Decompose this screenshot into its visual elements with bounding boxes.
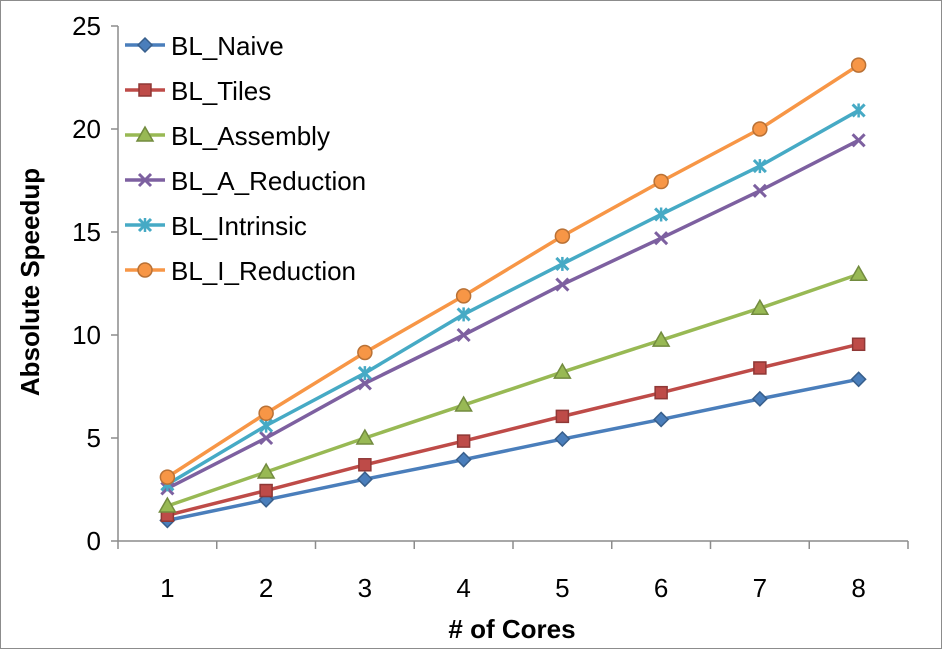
series-bl-a-reduction [160, 133, 866, 496]
data-point-bl-a-reduction [654, 231, 669, 246]
data-point-bl-naive [751, 390, 768, 407]
data-point-bl-intrinsic [752, 159, 767, 174]
data-point-bl-a-reduction [851, 133, 866, 148]
data-point-bl-intrinsic [357, 366, 372, 381]
series-line-bl-a-reduction [166, 138, 860, 491]
x-tick-label: 3 [358, 573, 372, 603]
data-point-bl-assembly [454, 395, 473, 412]
series-line-bl-intrinsic [166, 108, 860, 486]
legend-item-bl-naive: BL_Naive [125, 31, 284, 61]
data-point-bl-i-reduction [357, 344, 373, 361]
legend-label: BL_Tiles [171, 76, 271, 106]
data-point-bl-naive [455, 451, 472, 468]
y-tick-label: 20 [72, 114, 101, 144]
data-point-bl-i-reduction [850, 57, 867, 73]
data-point-bl-a-reduction [259, 430, 274, 446]
data-point-bl-intrinsic [456, 307, 471, 322]
legend: BL_Naive BL_Tiles BL_Assembly BL_A_Reductio… [125, 31, 366, 286]
data-point-bl-assembly [256, 462, 276, 479]
data-point-bl-tiles [358, 458, 372, 472]
data-point-bl-assembly [158, 496, 177, 513]
y-axis-title: Absolute Speedup [15, 168, 45, 396]
legend-label: BL_Intrinsic [171, 211, 307, 241]
series-line-bl-assembly [166, 272, 860, 508]
data-point-bl-i-reduction [554, 228, 571, 244]
series-bl-tiles [160, 337, 866, 522]
data-point-bl-a-reduction [555, 277, 570, 292]
data-point-bl-tiles [456, 434, 471, 448]
legend-label: BL_I_Reduction [171, 256, 356, 286]
data-point-bl-tiles [259, 483, 273, 498]
data-point-bl-naive [850, 371, 867, 388]
series-layer [158, 57, 868, 529]
data-point-bl-intrinsic [555, 256, 570, 271]
data-point-bl-naive [554, 430, 571, 448]
data-point-bl-assembly [849, 264, 868, 281]
legend-label: BL_Naive [171, 31, 284, 61]
axes: 0 5 10 15 20 25 1 2 3 4 5 6 7 8 [72, 11, 909, 603]
x-axis-title: # of Cores [448, 614, 575, 644]
data-point-bl-tiles [555, 409, 570, 424]
x-tick-label: 5 [555, 573, 569, 603]
data-point-bl-i-reduction [752, 121, 768, 137]
data-point-bl-i-reduction [159, 469, 176, 485]
legend-swatch-marker [135, 125, 155, 142]
series-line-bl-naive [167, 377, 859, 523]
y-tick-label: 25 [72, 11, 101, 41]
y-tick-label: 10 [72, 320, 101, 350]
y-tick-label: 5 [87, 423, 101, 453]
legend-label: BL_A_Reduction [171, 166, 366, 196]
x-tick-label: 1 [160, 573, 174, 603]
y-tick-label: 15 [72, 217, 101, 247]
data-point-bl-naive [356, 471, 373, 488]
legend-swatch-marker [136, 36, 154, 54]
data-point-bl-intrinsic [851, 103, 866, 118]
data-point-bl-i-reduction [258, 405, 274, 422]
x-tick-label: 6 [654, 573, 668, 603]
data-point-bl-assembly [750, 298, 770, 315]
legend-item-bl-i-reduction: BL_I_Reduction [125, 256, 356, 286]
series-bl-intrinsic [160, 103, 866, 492]
data-point-bl-a-reduction [357, 376, 372, 391]
data-point-bl-naive [653, 411, 670, 428]
legend-item-bl-tiles: BL_Tiles [125, 76, 271, 106]
series-line-bl-i-reduction [166, 63, 860, 479]
legend-item-bl-a-reduction: BL_A_Reduction [125, 166, 366, 196]
series-line-bl-tiles [166, 342, 860, 517]
data-point-bl-i-reduction [455, 288, 472, 304]
x-tick-label: 8 [851, 573, 865, 603]
x-tick-label: 2 [259, 573, 273, 603]
data-point-bl-assembly [651, 330, 671, 347]
legend-swatch-marker [137, 172, 153, 188]
data-point-bl-tiles [851, 337, 866, 352]
data-point-bl-tiles [753, 361, 767, 375]
x-tick-label: 7 [753, 573, 767, 603]
legend-label: BL_Assembly [171, 121, 330, 151]
data-point-bl-assembly [553, 362, 572, 379]
data-point-bl-intrinsic [654, 207, 669, 222]
data-point-bl-tiles [654, 385, 668, 400]
legend-swatch-marker [138, 83, 152, 97]
series-bl-naive [159, 371, 867, 529]
legend-item-bl-assembly: BL_Assembly [125, 121, 330, 151]
legend-swatch-marker [137, 262, 153, 278]
y-tick-label: 0 [87, 526, 101, 556]
data-point-bl-a-reduction [456, 327, 471, 343]
data-point-bl-i-reduction [653, 173, 669, 190]
x-tick-label: 4 [456, 573, 470, 603]
series-bl-i-reduction [159, 57, 867, 485]
series-bl-assembly [158, 264, 868, 513]
legend-item-bl-intrinsic: BL_Intrinsic [125, 211, 307, 241]
data-point-bl-a-reduction [752, 183, 767, 198]
legend-swatch-marker [137, 217, 153, 233]
data-point-bl-assembly [355, 428, 375, 445]
